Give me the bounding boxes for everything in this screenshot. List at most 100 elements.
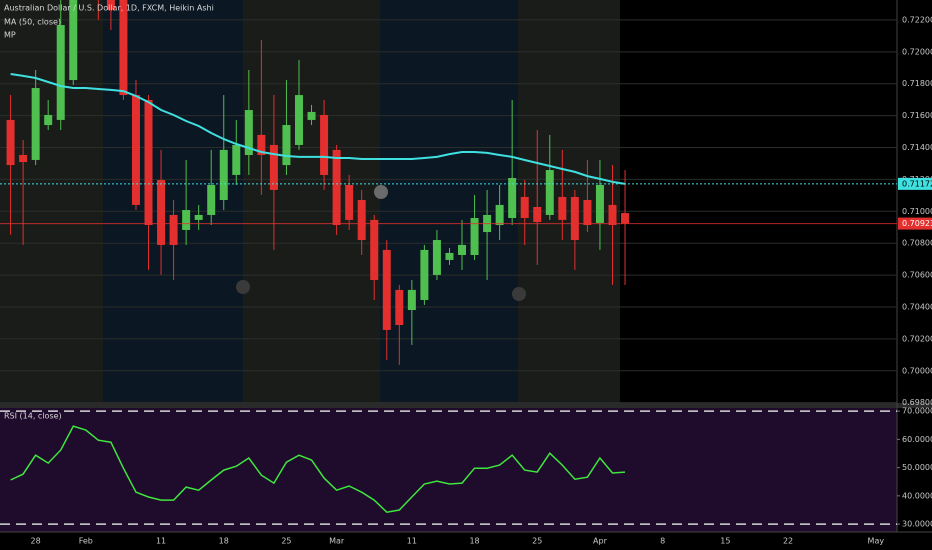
x-tick-label: 15 [720, 537, 730, 546]
y-tick-label: 0.71800 [902, 79, 932, 88]
candle-body [282, 125, 291, 166]
x-tick-label: 8 [660, 537, 665, 546]
legend-entry: MA (50, close) [4, 18, 61, 27]
price-label: 0.70923 [902, 219, 932, 228]
candle-body [583, 199, 592, 226]
candle-body [545, 170, 554, 215]
rsi-line [10, 425, 626, 514]
y-tick-label: 0.69800 [902, 398, 932, 407]
candle-body [169, 214, 178, 245]
candle-body [382, 249, 391, 330]
candle-body [558, 196, 567, 220]
candle-body [432, 240, 441, 275]
candle-body [345, 184, 354, 220]
y-tick-label: 50.0000 [902, 463, 932, 472]
candle-body [19, 155, 28, 163]
shade [243, 0, 380, 403]
candle-body [131, 95, 140, 205]
y-tick-label: 0.70200 [902, 334, 932, 343]
y-tick-label: 0.70000 [902, 366, 932, 375]
candle-body [56, 25, 65, 120]
mp-marker [512, 287, 526, 301]
candle-body [257, 134, 266, 156]
candle-body [332, 149, 341, 226]
candle-body [608, 204, 617, 226]
shade [0, 0, 103, 403]
candle-body [570, 196, 579, 241]
candle-body [106, 0, 115, 11]
x-tick-label: 11 [156, 537, 166, 546]
candle-body [407, 289, 416, 311]
indicator-label: MP [4, 31, 16, 40]
chart-title: Australian Dollar / U.S. Dollar, 1D, FXC… [4, 4, 214, 13]
y-tick-label: 0.71000 [902, 207, 932, 216]
y-tick-label: 0.70400 [902, 302, 932, 311]
candle-body [370, 219, 379, 281]
candle-body [244, 110, 253, 156]
mp-marker [374, 185, 388, 199]
y-tick-label: 60.0000 [902, 435, 932, 444]
x-tick-label: 25 [532, 537, 542, 546]
x-tick-label: 25 [281, 537, 291, 546]
candle-body [621, 213, 630, 224]
x-tick-label: Mar [329, 537, 345, 546]
y-tick-label: 0.71400 [902, 143, 932, 152]
y-tick-label: 30.0000 [902, 520, 932, 529]
rsi-title: RSI (14, close) [4, 412, 62, 421]
x-tick-label: 11 [407, 537, 417, 546]
ma-line [10, 73, 626, 185]
y-tick-label: 40.0000 [902, 491, 932, 500]
candle-body [458, 244, 467, 256]
candle-body [31, 88, 40, 160]
candle-body [357, 199, 366, 241]
x-tick-label: 18 [469, 537, 479, 546]
candle-body [207, 184, 216, 215]
rsi-plot [0, 410, 897, 525]
candle-body [219, 149, 228, 200]
candle-body [119, 0, 128, 96]
candle-body [307, 111, 316, 120]
candle-body [232, 144, 241, 175]
candle-body [445, 252, 454, 260]
y-tick-label: 70.0000 [902, 407, 932, 416]
candle-body [6, 119, 15, 166]
y-tick-label: 0.72000 [902, 47, 932, 56]
axes: 0.69800 0.70000 0.70200 0.70400 0.70600 0.708… [31, 15, 932, 546]
candle-body [194, 214, 203, 220]
price-plot [0, 0, 897, 365]
pane-divider [0, 403, 932, 408]
candle-body [44, 114, 53, 126]
x-tick-label: Apr [593, 537, 608, 546]
candle-body [420, 249, 429, 300]
candle-body [69, 0, 78, 81]
candle-body [144, 99, 153, 226]
candle-body [182, 210, 191, 230]
shade [518, 0, 620, 403]
candle-body [470, 218, 479, 256]
price-label-box [898, 177, 932, 190]
x-tick-label: Feb [79, 537, 93, 546]
y-tick-label: 0.72200 [902, 15, 932, 24]
candle-body [595, 184, 604, 223]
x-tick-label: 28 [31, 537, 41, 546]
candle-body [320, 114, 329, 175]
candle-body [520, 196, 529, 219]
candle-body [495, 204, 504, 226]
x-tick-label: 18 [219, 537, 229, 546]
mp-marker [236, 280, 250, 294]
rsi-background [0, 408, 897, 532]
candle-body [533, 207, 542, 222]
candle-body [395, 289, 404, 326]
candle-body [508, 177, 517, 219]
x-tick-label: 22 [783, 537, 793, 546]
y-tick-label: 0.71600 [902, 111, 932, 120]
candle-body [269, 144, 278, 190]
x-tick-label: May [868, 537, 885, 546]
price-label-box [898, 217, 932, 230]
candle-body [157, 180, 166, 245]
candle-body [294, 95, 303, 145]
shade [380, 0, 518, 403]
price-label: 0.71172 [902, 179, 932, 188]
